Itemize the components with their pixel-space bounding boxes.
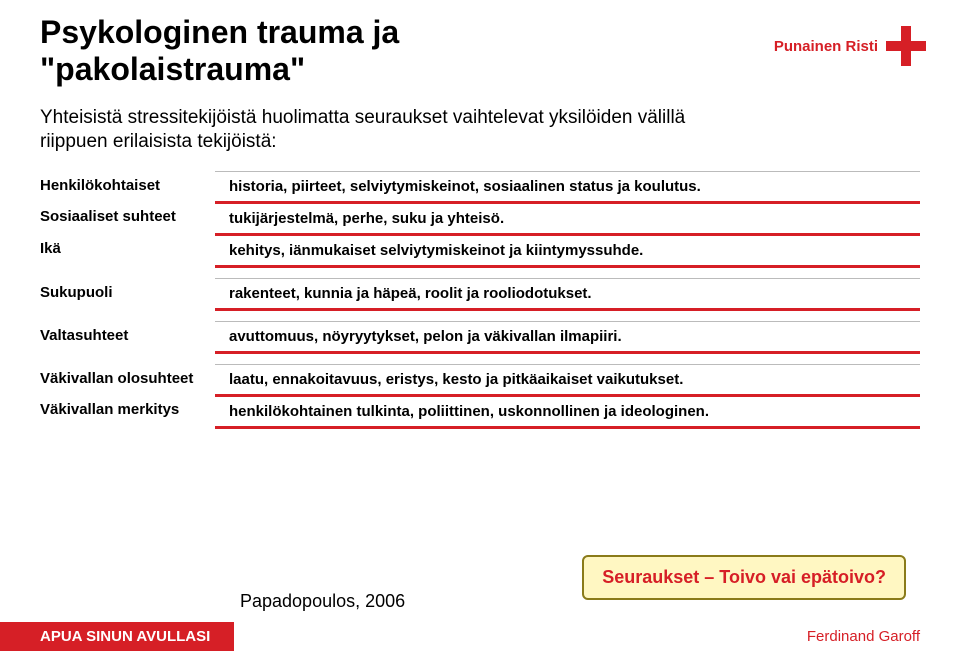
- brand-logo: Punainen Risti: [774, 24, 928, 68]
- row-key: Valtasuhteet: [40, 321, 215, 352]
- table-gap: [40, 266, 920, 278]
- row-key: Henkilökohtaiset: [40, 171, 215, 202]
- table-row: Henkilökohtaisethistoria, piirteet, selv…: [40, 171, 920, 202]
- table-row: Sosiaaliset suhteettukijärjestelmä, perh…: [40, 202, 920, 234]
- footer: APUA SINUN AVULLASI Ferdinand Garoff: [0, 616, 960, 656]
- red-cross-icon: [884, 24, 928, 68]
- slide: Punainen Risti Psykologinen trauma ja "p…: [0, 0, 960, 656]
- slide-title: Psykologinen trauma ja "pakolaistrauma": [40, 14, 560, 88]
- table-gap: [40, 309, 920, 321]
- row-value: historia, piirteet, selviytymiskeinot, s…: [215, 171, 920, 202]
- table-gap: [40, 352, 920, 364]
- table-row: Sukupuolirakenteet, kunnia ja häpeä, roo…: [40, 278, 920, 309]
- row-value: tukijärjestelmä, perhe, suku ja yhteisö.: [215, 202, 920, 234]
- table-row: Väkivallan olosuhteet laatu, ennakoitavu…: [40, 364, 920, 395]
- row-key: Väkivallan merkitys: [40, 395, 215, 427]
- brand-logo-text: Punainen Risti: [774, 38, 878, 55]
- footer-right-author: Ferdinand Garoff: [807, 628, 920, 645]
- row-key: Väkivallan olosuhteet: [40, 364, 215, 395]
- row-key: Sosiaaliset suhteet: [40, 202, 215, 234]
- row-key: Sukupuoli: [40, 278, 215, 309]
- slide-subtitle: Yhteisistä stressitekijöistä huolimatta …: [40, 106, 740, 155]
- table-row: Väkivallan merkityshenkilökohtainen tulk…: [40, 395, 920, 427]
- citation-text: Papadopoulos, 2006: [240, 591, 405, 612]
- row-value: henkilökohtainen tulkinta, poliittinen, …: [215, 395, 920, 427]
- row-value: kehitys, iänmukaiset selviytymiskeinot j…: [215, 234, 920, 266]
- factors-table: Henkilökohtaisethistoria, piirteet, selv…: [40, 171, 920, 429]
- callout-box: Seuraukset – Toivo vai epätoivo?: [582, 555, 906, 600]
- row-value: avuttomuus, nöyryytykset, pelon ja väkiv…: [215, 321, 920, 352]
- table-row: Valtasuhteetavuttomuus, nöyryytykset, pe…: [40, 321, 920, 352]
- row-key: Ikä: [40, 234, 215, 266]
- row-value: rakenteet, kunnia ja häpeä, roolit ja ro…: [215, 278, 920, 309]
- table-row: Ikäkehitys, iänmukaiset selviytymiskeino…: [40, 234, 920, 266]
- row-value: laatu, ennakoitavuus, eristys, kesto ja …: [215, 364, 920, 395]
- footer-left-banner: APUA SINUN AVULLASI: [0, 622, 234, 651]
